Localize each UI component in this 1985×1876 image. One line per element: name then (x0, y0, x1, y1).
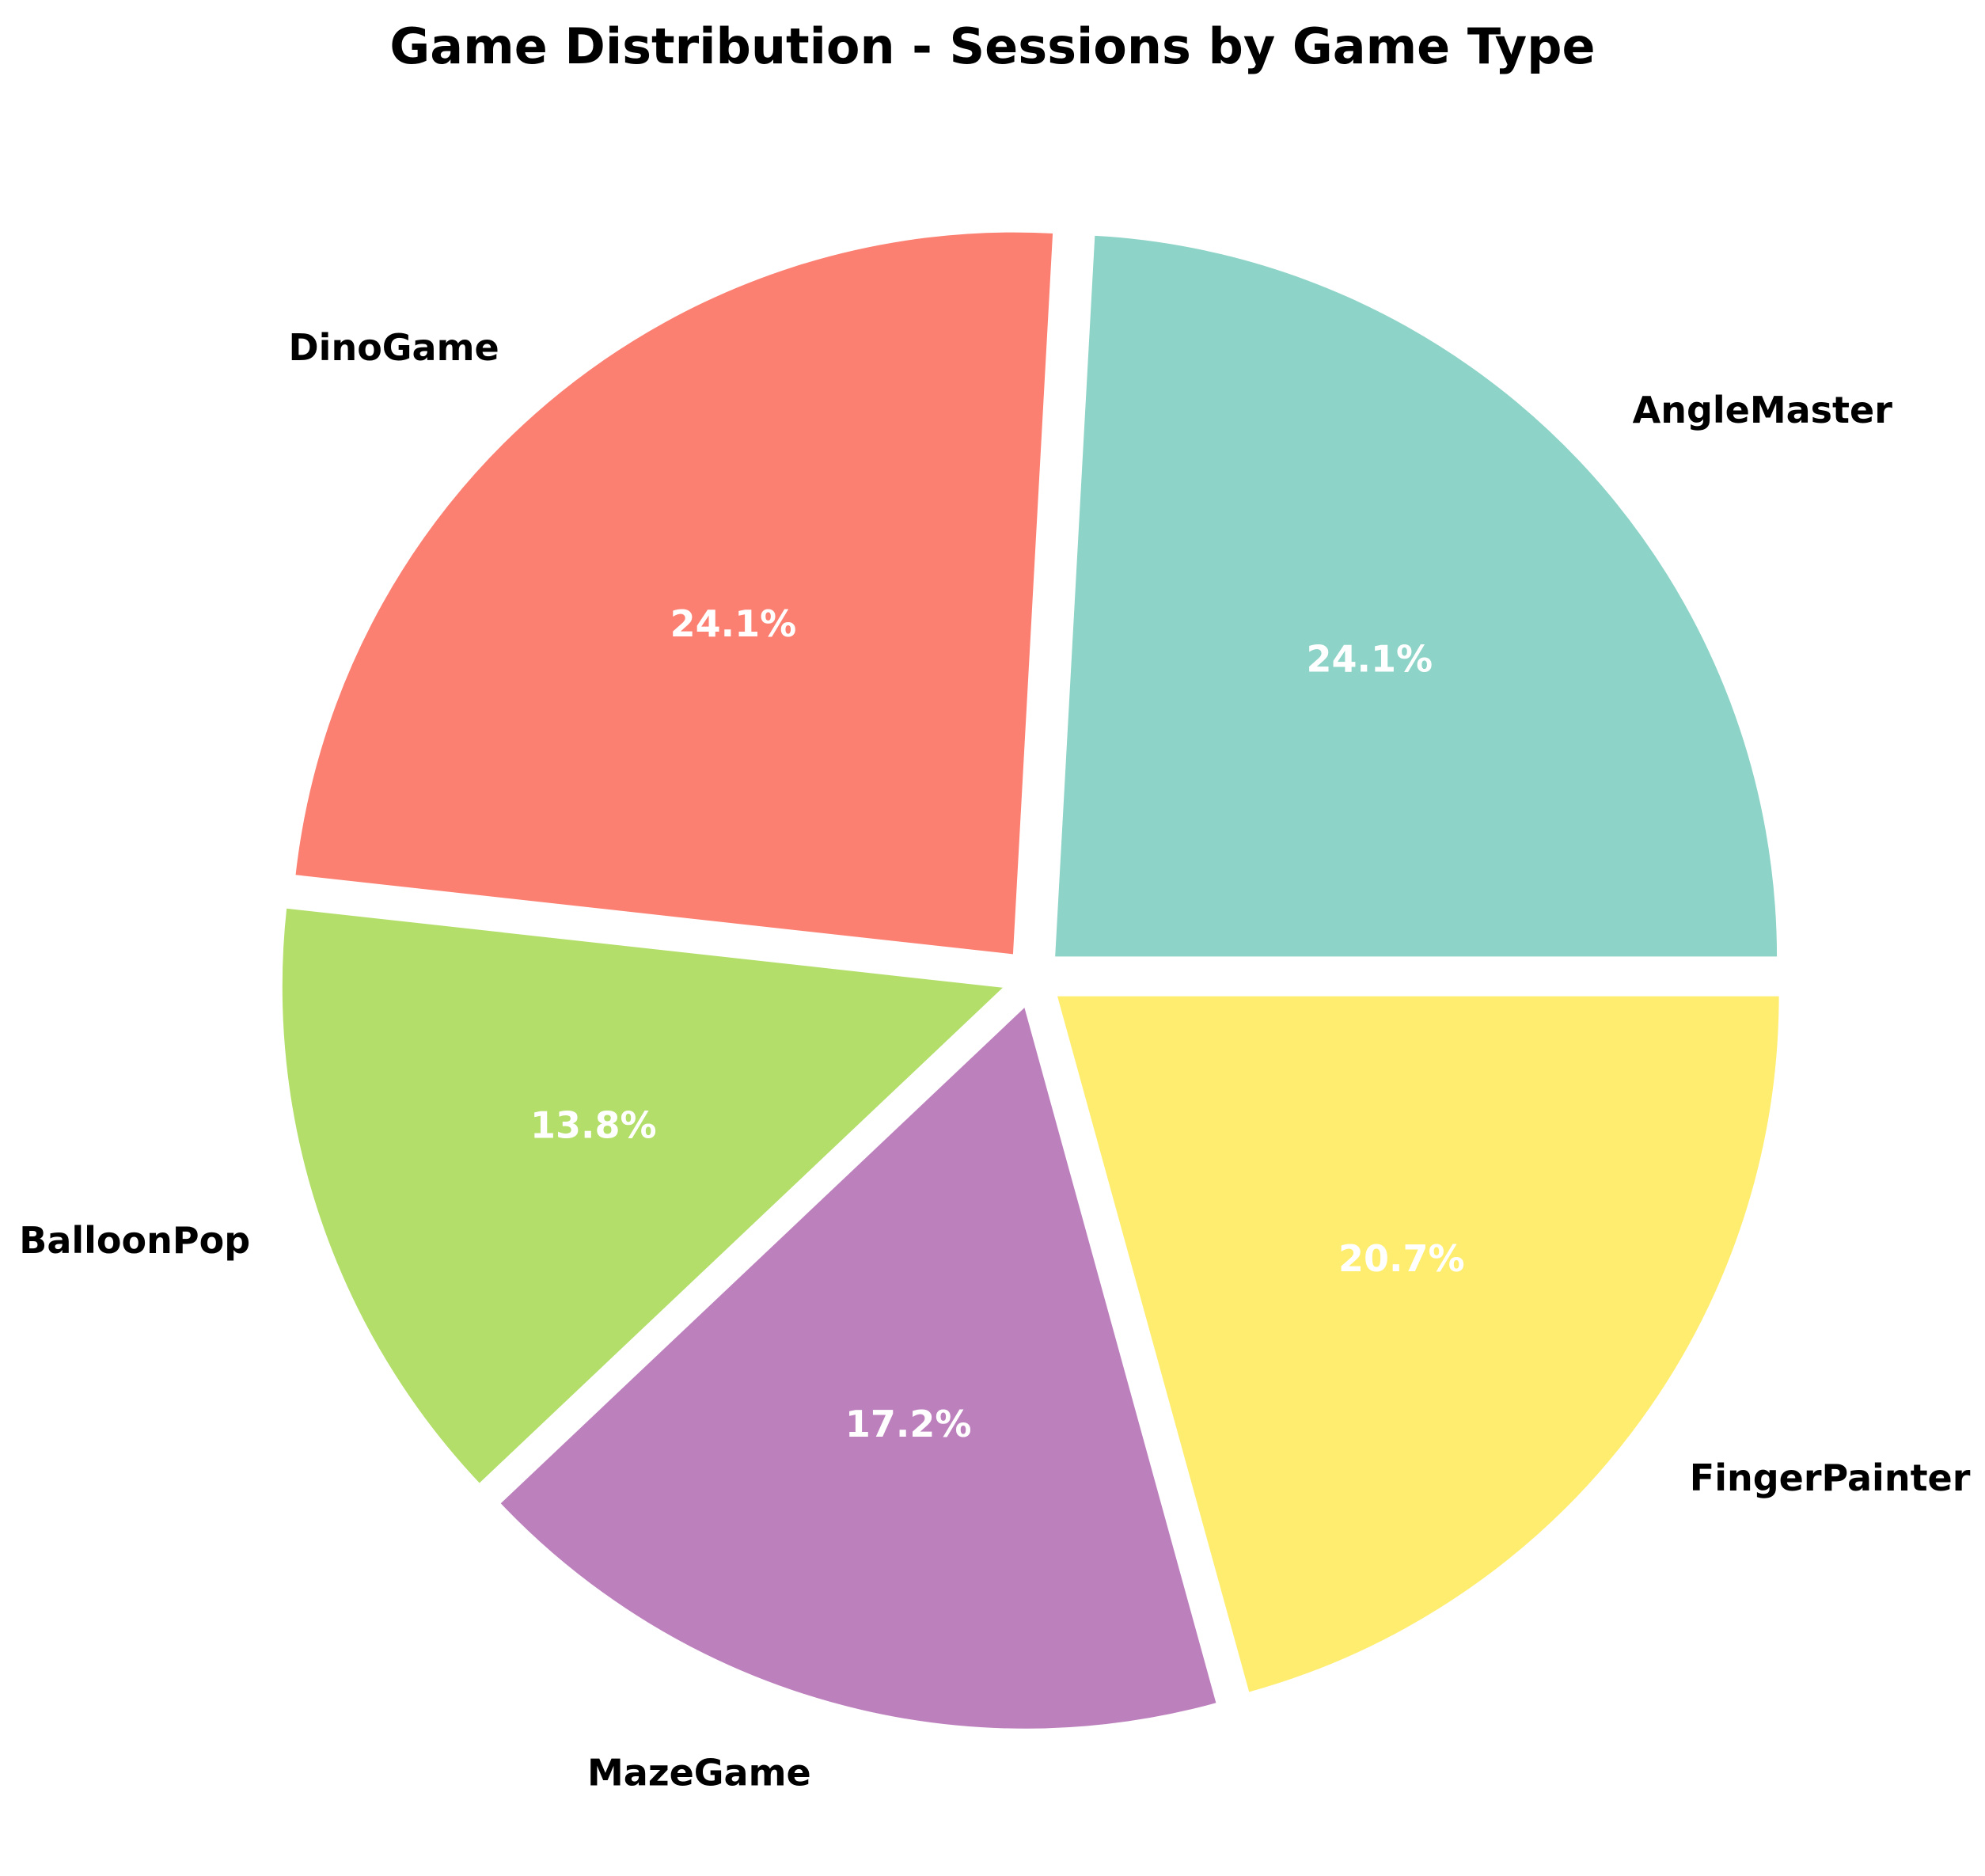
category-label-balloonpop: BalloonPop (19, 1219, 250, 1262)
category-label-dinogame: DinoGame (289, 326, 499, 369)
percent-label-anglemaster: 24.1% (1307, 637, 1433, 680)
pie-slices (279, 230, 1782, 1731)
category-labels: AngleMaster DinoGame BalloonPop MazeGame Fin… (19, 326, 1970, 1794)
percent-label-fingerpainter: 20.7% (1338, 1237, 1465, 1280)
category-label-fingerpainter: FingerPainter (1690, 1456, 1971, 1499)
pie-slice-mazegame (497, 1003, 1220, 1731)
percent-label-balloonpop: 13.8% (530, 1103, 657, 1146)
pie-slice-anglemaster (1052, 233, 1780, 959)
category-label-anglemaster: AngleMaster (1633, 389, 1893, 431)
percent-label-mazegame: 17.2% (845, 1403, 972, 1445)
percent-labels: 24.1% 24.1% 13.8% 17.2% 20.7% (530, 602, 1465, 1445)
pie-slice-fingerpainter (1054, 993, 1782, 1696)
category-label-mazegame: MazeGame (587, 1752, 811, 1794)
pie-slice-dinogame (293, 230, 1056, 957)
pie-slice-balloonpop (279, 906, 1008, 1487)
chart-title: Game Distribution - Sessions by Game Typ… (389, 17, 1595, 75)
percent-label-dinogame: 24.1% (670, 602, 797, 645)
